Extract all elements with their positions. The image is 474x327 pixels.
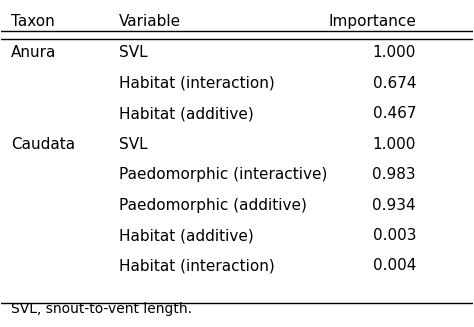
Text: Anura: Anura [11,45,56,60]
Text: Habitat (additive): Habitat (additive) [119,228,254,243]
Text: Paedomorphic (additive): Paedomorphic (additive) [119,198,307,213]
Text: 0.467: 0.467 [373,106,416,121]
Text: Habitat (additive): Habitat (additive) [119,106,254,121]
Text: 1.000: 1.000 [373,137,416,152]
Text: 0.674: 0.674 [373,76,416,91]
Text: 0.983: 0.983 [373,167,416,182]
Text: Variable: Variable [119,14,182,29]
Text: 0.934: 0.934 [373,198,416,213]
Text: Habitat (interaction): Habitat (interaction) [119,259,275,273]
Text: SVL: SVL [119,45,148,60]
Text: SVL: SVL [119,137,148,152]
Text: Caudata: Caudata [11,137,75,152]
Text: SVL, snout-to-vent length.: SVL, snout-to-vent length. [11,302,192,316]
Text: 0.004: 0.004 [373,259,416,273]
Text: 0.003: 0.003 [373,228,416,243]
Text: Paedomorphic (interactive): Paedomorphic (interactive) [119,167,328,182]
Text: Habitat (interaction): Habitat (interaction) [119,76,275,91]
Text: Taxon: Taxon [11,14,55,29]
Text: 1.000: 1.000 [373,45,416,60]
Text: Importance: Importance [328,14,416,29]
